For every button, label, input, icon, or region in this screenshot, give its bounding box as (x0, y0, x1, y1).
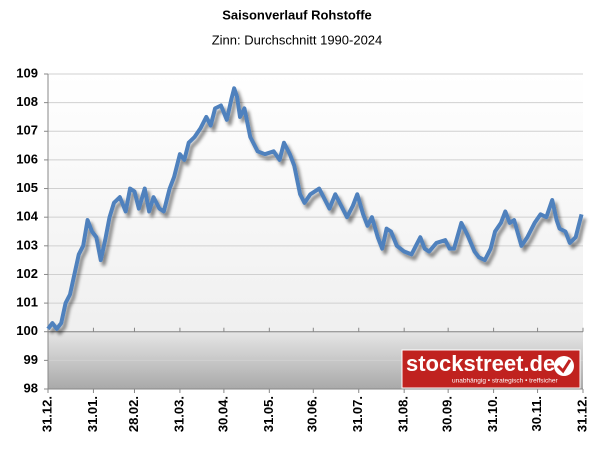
y-tick-label: 109 (16, 65, 38, 80)
y-tick-label: 102 (16, 266, 38, 281)
y-tick-label: 107 (16, 123, 38, 138)
y-tick-label: 108 (16, 94, 38, 109)
x-tick-label: 31.01. (85, 396, 100, 432)
x-tick-label: 31.12. (39, 396, 54, 432)
chart-title: Saisonverlauf Rohstoffe (222, 7, 372, 22)
y-tick-label: 99 (24, 352, 38, 367)
chart-subtitle: Zinn: Durchschnitt 1990-2024 (212, 32, 383, 47)
logo-text: stockstreet.de (406, 351, 555, 376)
logo-check (556, 359, 572, 374)
x-tick-label: 31.03. (171, 396, 186, 432)
x-tick-label: 31.08. (396, 396, 411, 432)
logo-box (401, 349, 581, 389)
y-tick-label: 103 (16, 237, 38, 252)
logo-icon (554, 356, 574, 376)
series-line (46, 86, 584, 331)
y-tick-label: 104 (16, 209, 38, 224)
x-tick-label: 30.11. (529, 396, 544, 431)
x-tick-label: 30.06. (305, 396, 320, 432)
y-tick-label: 106 (16, 151, 38, 166)
y-tick-label: 105 (16, 180, 38, 195)
y-tick-label: 101 (16, 295, 38, 310)
y-tick-label: 100 (16, 323, 38, 338)
logo-tagline: unabhängig • strategisch • treffsicher (452, 378, 558, 385)
y-tick-label: 98 (24, 380, 38, 395)
x-tick-label: 30.04. (215, 396, 230, 432)
x-tick-label: 31.10. (485, 396, 500, 432)
x-tick-label: 30.09. (440, 396, 455, 432)
x-tick-label: 31.12. (574, 396, 589, 432)
x-tick-label: 31.07. (350, 396, 365, 432)
x-tick-label: 28.02. (126, 396, 141, 432)
x-tick-label: 31.05. (261, 396, 276, 432)
logo: stockstreet.de unabhängig • strategisch •… (401, 349, 581, 389)
